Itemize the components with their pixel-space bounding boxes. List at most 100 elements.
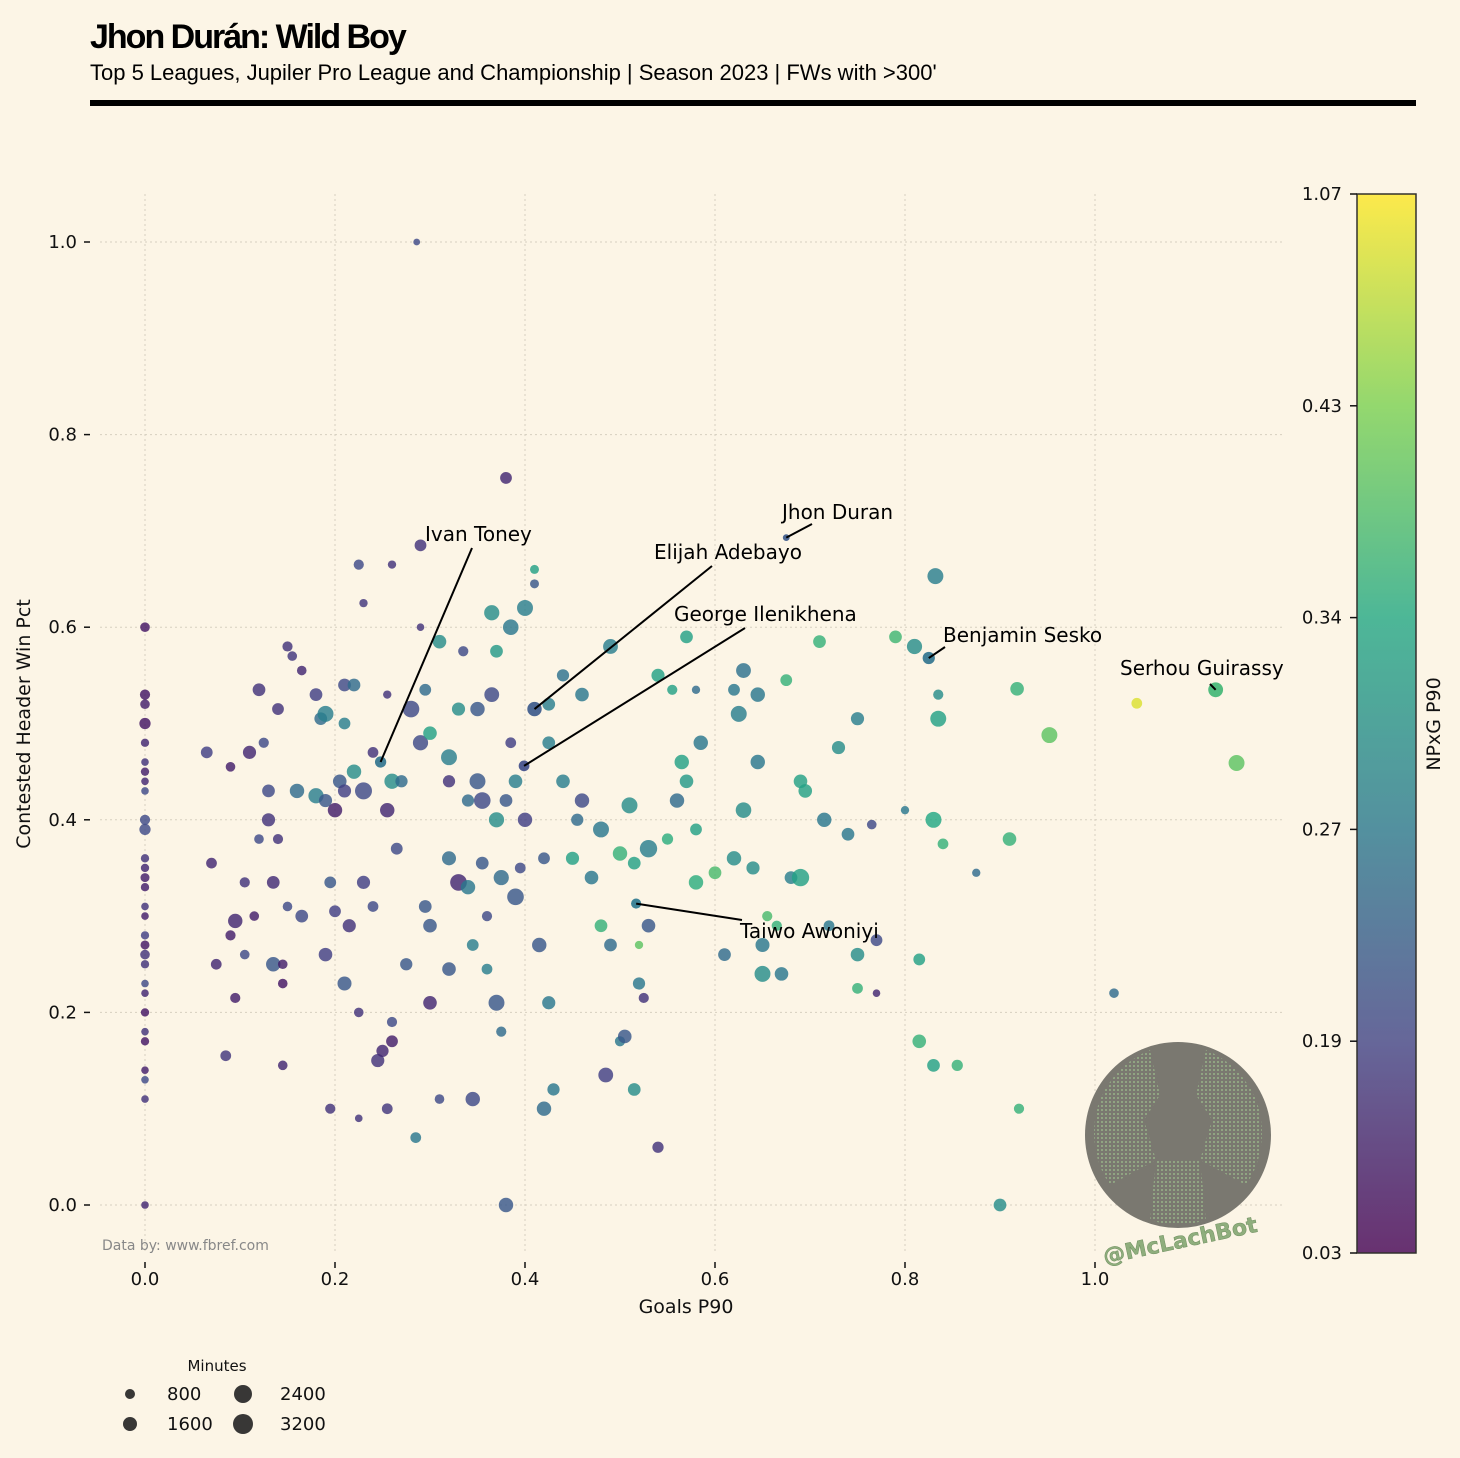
- data-point: [1002, 832, 1017, 846]
- data-point: [386, 1035, 398, 1048]
- data-point: [410, 1132, 422, 1143]
- data-point: [652, 1141, 664, 1153]
- data-point: [318, 793, 333, 808]
- data-point: [384, 773, 400, 789]
- data-point: [641, 918, 656, 933]
- data-point: [354, 1114, 363, 1123]
- data-point: [746, 861, 760, 875]
- data-point: [542, 996, 556, 1010]
- data-point: [140, 1037, 150, 1046]
- data-point: [442, 962, 456, 976]
- data-point: [889, 630, 902, 644]
- chart-subtitle: Top 5 Leagues, Jupiler Pro League and Ch…: [90, 60, 937, 85]
- data-point: [230, 992, 241, 1004]
- data-point: [502, 619, 519, 635]
- data-point: [735, 802, 752, 818]
- data-point: [906, 638, 923, 655]
- data-point: [141, 787, 149, 795]
- data-point: [287, 651, 298, 661]
- data-point: [423, 918, 437, 933]
- data-point: [791, 868, 810, 887]
- data-point: [490, 644, 503, 658]
- data-point: [536, 1101, 552, 1116]
- data-point: [342, 919, 356, 933]
- data-point: [575, 687, 589, 702]
- data-point: [726, 851, 742, 866]
- data-point: [395, 775, 408, 788]
- data-point: [416, 623, 425, 632]
- data-point: [841, 827, 855, 841]
- data-point: [262, 784, 275, 798]
- data-point: [542, 736, 556, 750]
- data-point: [140, 940, 150, 950]
- data-point: [927, 1059, 940, 1072]
- data-point: [441, 851, 457, 866]
- data-point: [693, 735, 708, 750]
- data-point: [493, 869, 509, 886]
- data-point: [604, 938, 617, 952]
- data-point: [140, 863, 150, 873]
- data-point: [708, 866, 722, 880]
- data-point: [228, 913, 243, 929]
- data-point: [423, 726, 437, 740]
- data-point: [1013, 1103, 1025, 1114]
- data-point: [972, 868, 981, 877]
- data-point: [594, 919, 608, 933]
- data-point: [412, 735, 429, 751]
- size-legend-title: Minutes: [187, 1357, 246, 1375]
- annotation-leader-line: [785, 523, 813, 539]
- data-point: [532, 937, 547, 953]
- data-point: [380, 802, 395, 818]
- data-point: [355, 782, 372, 800]
- data-point: [850, 947, 865, 962]
- data-point: [718, 948, 731, 961]
- data-point: [441, 749, 457, 766]
- data-point: [823, 920, 835, 932]
- data-point: [617, 1029, 632, 1044]
- data-point: [691, 685, 701, 694]
- data-point: [141, 758, 149, 766]
- highlighted-point: [374, 756, 387, 768]
- data-point: [277, 959, 288, 970]
- data-point: [432, 634, 447, 649]
- data-point: [295, 909, 309, 923]
- data-point: [679, 774, 694, 789]
- data-point: [140, 738, 150, 747]
- data-point: [140, 767, 150, 776]
- colorbar-tick-label: 0.19: [1302, 1031, 1342, 1052]
- data-point: [141, 1095, 149, 1103]
- annotation-label: Serhou Guirassy: [1120, 656, 1284, 680]
- data-point: [242, 745, 257, 759]
- data-point: [140, 699, 150, 710]
- data-point: [627, 856, 641, 870]
- y-axis-label: Contested Header Win Pct: [13, 599, 35, 849]
- data-point: [507, 888, 524, 906]
- data-point: [383, 690, 392, 699]
- data-point: [465, 1091, 480, 1107]
- x-tick-label: 1.0: [1081, 1269, 1110, 1290]
- data-point: [418, 900, 432, 913]
- watermark-logo: @McLachBot: [1085, 1042, 1271, 1270]
- data-point: [556, 774, 570, 789]
- data-point: [598, 1067, 614, 1083]
- data-point: [141, 902, 149, 911]
- size-legend-marker: [234, 1385, 252, 1403]
- data-point: [400, 958, 413, 971]
- data-point: [680, 630, 693, 644]
- data-point: [442, 775, 456, 788]
- data-point: [508, 774, 523, 789]
- colorbar: [1356, 193, 1417, 1254]
- data-point: [730, 705, 747, 722]
- colorbar-label: NPxG P90: [1423, 677, 1445, 770]
- y-tick-label: 0.6: [48, 617, 77, 638]
- data-point: [338, 678, 351, 692]
- data-point: [933, 689, 944, 700]
- data-point: [469, 773, 486, 790]
- data-point: [413, 238, 421, 246]
- data-point: [813, 635, 826, 649]
- size-legend-marker: [233, 1414, 253, 1434]
- data-point: [141, 777, 149, 786]
- data-point: [266, 957, 281, 972]
- data-point: [140, 960, 150, 969]
- data-point: [674, 754, 689, 770]
